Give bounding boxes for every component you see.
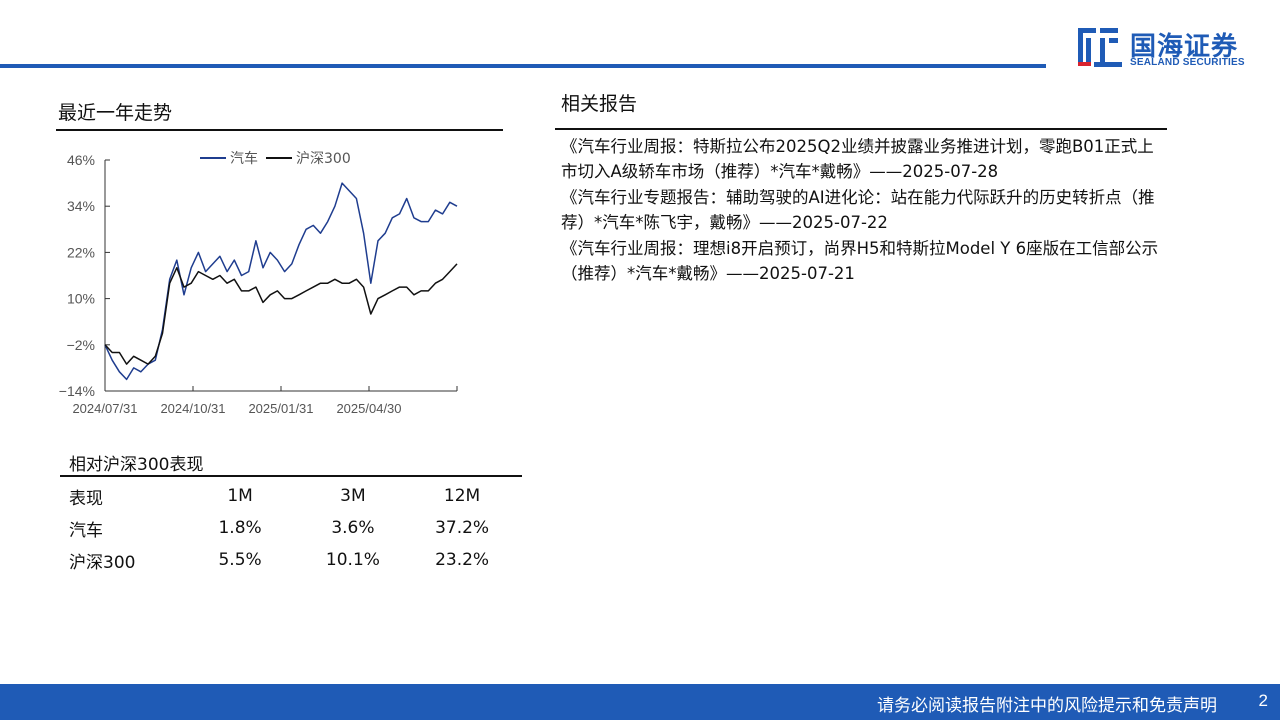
x-tick-label: 2025/01/31 [248,401,313,416]
y-tick-label: 10% [67,291,95,307]
perf-title: 相对沪深300表现 [69,455,204,475]
y-tick-label: −2% [67,337,95,353]
page-number: 2 [1258,691,1268,710]
table-cell: 37.2% [435,518,490,538]
table-header-cell: 表现 [69,488,103,509]
report-link[interactable]: 《汽车行业周报：理想i8开启预订，尚界H5和特斯拉Model Y 6座版在工信部… [561,239,1159,283]
report-link[interactable]: 《汽车行业周报：特斯拉公布2025Q2业绩并披露业务推进计划，零跑B01正式上市… [561,137,1154,181]
table-cell: 23.2% [435,550,490,570]
series-line [104,263,458,365]
table-cell: 10.1% [325,550,380,570]
chart-series [104,182,458,381]
table-row: 汽车 1.8% 3.6% 37.2% [60,512,522,544]
related-reports-list: 《汽车行业周报：特斯拉公布2025Q2业绩并披露业务推进计划，零跑B01正式上市… [561,134,1161,287]
table-cell: 1.8% [218,518,262,538]
report-link[interactable]: 《汽车行业专题报告：辅助驾驶的AI进化论：站在能力代际跃升的历史转折点（推荐）*… [561,188,1155,232]
chart-axes [104,159,458,392]
table-header-cell: 1M [227,486,253,506]
trend-title-rule [56,129,503,131]
table-cell: 3.6% [331,518,375,538]
company-logo: 国海证券 SEALAND SECURITIES [1076,24,1266,72]
chart-tick-labels: 46% 34% 22% 10% −2% −14% 2024/07/31 2024/10/31 2… [59,152,402,416]
header-rule [0,64,1046,68]
logo-english-name: SEALAND SECURITIES [1130,57,1245,68]
table-cell: 5.5% [218,550,262,570]
trend-chart: 汽车 沪深300 46% 34% 22% 10% −2% −14% 2024/07/31 202… [59,150,458,416]
y-tick-label: 34% [67,198,95,214]
disclaimer-note: 请务必阅读报告附注中的风险提示和免责声明 [877,696,1217,716]
legend-label: 汽车 [230,150,258,167]
legend-label: 沪深300 [296,151,351,167]
table-header-cell: 3M [340,486,366,506]
y-tick-label: 46% [67,152,95,168]
table-cell: 汽车 [69,520,103,541]
reports-title: 相关报告 [561,93,638,115]
perf-table: 表现 1M 3M 12M 汽车 1.8% 3.6% 37.2% 沪深300 5.… [60,480,522,576]
table-cell: 沪深300 [69,552,136,573]
table-row: 沪深300 5.5% 10.1% 23.2% [60,544,522,576]
trend-title: 最近一年走势 [58,102,173,124]
table-header-row: 表现 1M 3M 12M [60,480,522,512]
chart-legend: 汽车 沪深300 [200,150,351,167]
y-tick-label: −14% [59,383,95,399]
y-tick-label: 22% [67,244,95,260]
x-tick-label: 2024/10/31 [160,401,225,416]
footer-bar: 请务必阅读报告附注中的风险提示和免责声明 2 [0,684,1280,720]
reports-title-rule [555,128,1167,130]
logo-chinese-name: 国海证券 [1130,32,1239,62]
x-tick-label: 2025/04/30 [336,401,401,416]
perf-title-rule [60,475,522,477]
table-header-cell: 12M [443,486,481,506]
x-tick-label: 2024/07/31 [72,401,137,416]
logo-mark-icon [1078,28,1122,67]
